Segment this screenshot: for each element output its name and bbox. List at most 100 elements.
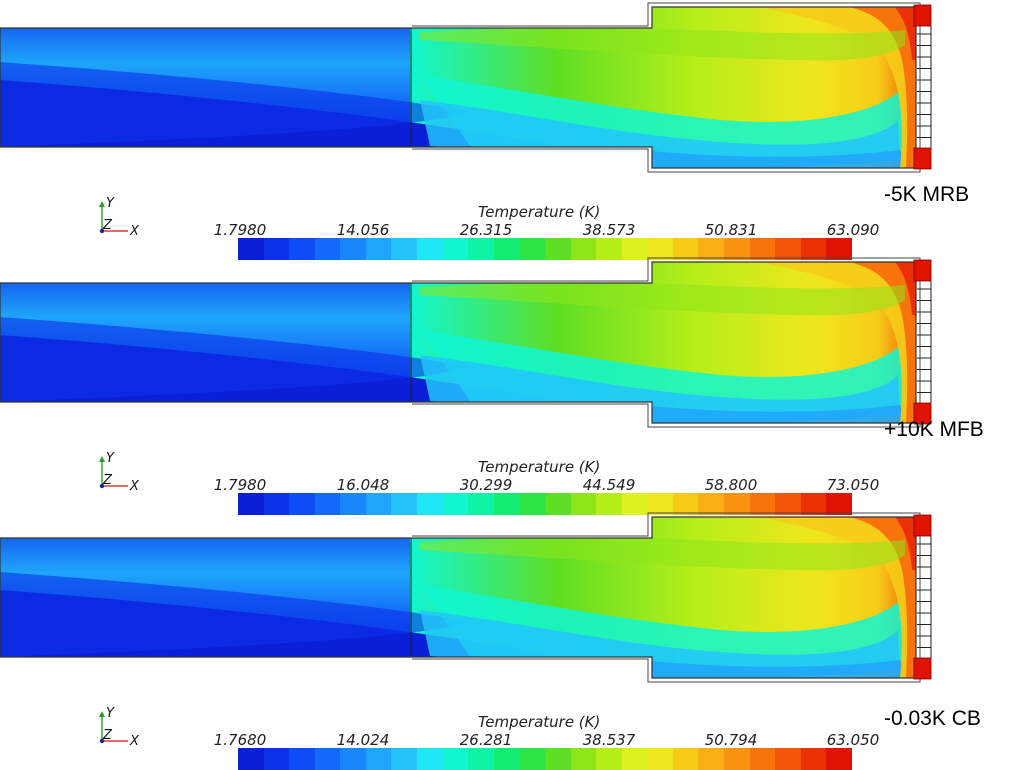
axis-y-label: Y: [106, 451, 115, 466]
axis-y-label: Y: [106, 706, 115, 721]
colorbar-tick-label: 63.050: [826, 731, 880, 749]
axis-z-label: Z: [102, 218, 113, 233]
colorbar-swatch: [698, 238, 724, 260]
colorbar-swatch: [417, 493, 443, 515]
axis-triad-icon: YZ X: [99, 706, 140, 745]
colorbar-swatch: [775, 748, 801, 770]
temperature-field: [0, 512, 932, 683]
legend-title: Temperature (K): [478, 458, 601, 476]
colorbar-swatch: [775, 493, 801, 515]
colorbar-swatch: [442, 493, 469, 515]
colorbar-swatch: [365, 493, 392, 515]
colorbar-swatch: [570, 748, 597, 770]
colorbar-tick-label: 1.7680: [213, 731, 267, 749]
colorbar-swatch: [519, 493, 545, 515]
colorbar-swatch: [417, 238, 443, 260]
colorbar-swatch: [826, 238, 852, 260]
colorbar-swatch: [289, 238, 315, 260]
temperature-field: [0, 257, 932, 428]
colorbar-tick-label: 30.299: [459, 476, 513, 494]
colorbar-swatch: [442, 748, 469, 770]
colorbar-tick-label: 63.090: [826, 221, 880, 239]
colorbar-swatch: [698, 493, 724, 515]
colorbar-swatch: [723, 748, 750, 770]
case-label: +10K MFB: [884, 418, 984, 441]
colorbar-tick-label: 38.537: [582, 731, 636, 749]
colorbar-swatch: [238, 748, 264, 770]
colorbar-swatch: [775, 238, 801, 260]
colorbar-swatch: [340, 748, 366, 770]
panel-3: -0.03K CB Y Z X Temperature (K) 1.7680 14.024 2…: [0, 510, 1024, 770]
colorbar-swatch: [544, 493, 571, 515]
colorbar-tick-label: 1.7980: [213, 221, 267, 239]
temperature-field: [0, 2, 932, 173]
colorbar-swatch: [800, 748, 827, 770]
colorbar-swatch: [749, 493, 776, 515]
case-label: -0.03K CB: [884, 707, 981, 730]
colorbar: [238, 493, 852, 515]
axis-triad-icon: YZ X: [99, 196, 140, 235]
colorbar-tick-label: 26.281: [459, 731, 513, 749]
axis-z-label: Z: [102, 473, 113, 488]
panel-2: +10K MFB Y Z X Temperature (K) 1.7980 16.048 30…: [0, 255, 1024, 515]
colorbar-swatch: [365, 238, 392, 260]
colorbar-tick-label: 1.7980: [213, 476, 267, 494]
legend-title: Temperature (K): [478, 713, 601, 731]
colorbar-tick-label: 14.056: [336, 221, 390, 239]
colorbar-swatch: [263, 748, 290, 770]
colorbar-swatch: [698, 748, 724, 770]
colorbar-tick-label: 16.048: [336, 476, 390, 494]
colorbar-swatch: [442, 238, 469, 260]
colorbar-swatch: [468, 748, 494, 770]
colorbar-swatch: [596, 238, 622, 260]
colorbar-swatch: [468, 493, 494, 515]
colorbar-swatch: [621, 748, 648, 770]
colorbar-swatch: [493, 493, 520, 515]
colorbar-swatch: [314, 748, 341, 770]
colorbar-swatch: [800, 493, 827, 515]
colorbar-swatch: [314, 238, 341, 260]
colorbar-swatch: [289, 748, 315, 770]
axis-x-label: X: [129, 479, 140, 490]
colorbar-swatch: [544, 748, 571, 770]
colorbar-swatch: [238, 238, 264, 260]
colorbar-swatch: [544, 238, 571, 260]
colorbar-swatch: [647, 748, 673, 770]
colorbar-swatch: [238, 493, 264, 515]
axis-triad-icon: YZ X: [99, 451, 140, 490]
colorbar-swatch: [365, 748, 392, 770]
axis-x-label: X: [129, 224, 140, 235]
axis-y-label: Y: [106, 196, 115, 211]
colorbar-swatch: [647, 238, 673, 260]
panel-1: -5K MRB Y Z X Temperature (K) 1.7980 14.056 26.…: [0, 0, 1024, 260]
colorbar-swatch: [391, 238, 418, 260]
colorbar-swatch: [621, 238, 648, 260]
axis-x-label: X: [129, 734, 140, 745]
colorbar-swatch: [289, 493, 315, 515]
colorbar-tick-label: 58.800: [704, 476, 758, 494]
colorbar-swatch: [749, 238, 776, 260]
colorbar-swatch: [493, 748, 520, 770]
colorbar-swatch: [596, 493, 622, 515]
colorbar-swatch: [340, 238, 366, 260]
colorbar-swatch: [621, 493, 648, 515]
colorbar-swatch: [263, 493, 290, 515]
colorbar-swatch: [263, 238, 290, 260]
colorbar-swatch: [723, 493, 750, 515]
colorbar-swatch: [672, 748, 699, 770]
colorbar-tick-label: 38.573: [582, 221, 636, 239]
colorbar-tick-label: 14.024: [336, 731, 390, 749]
colorbar-tick-label: 73.050: [826, 476, 880, 494]
colorbar-swatch: [417, 748, 443, 770]
colorbar-swatch: [519, 748, 545, 770]
colorbar-tick-label: 50.794: [704, 731, 758, 749]
colorbar-swatch: [570, 493, 597, 515]
axis-z-label: Z: [102, 728, 113, 743]
colorbar-tick-label: 44.549: [582, 476, 636, 494]
colorbar-swatch: [672, 493, 699, 515]
colorbar-swatch: [672, 238, 699, 260]
colorbar-swatch: [570, 238, 597, 260]
case-label: -5K MRB: [884, 183, 970, 206]
colorbar-swatch: [391, 493, 418, 515]
colorbar-swatch: [826, 493, 852, 515]
